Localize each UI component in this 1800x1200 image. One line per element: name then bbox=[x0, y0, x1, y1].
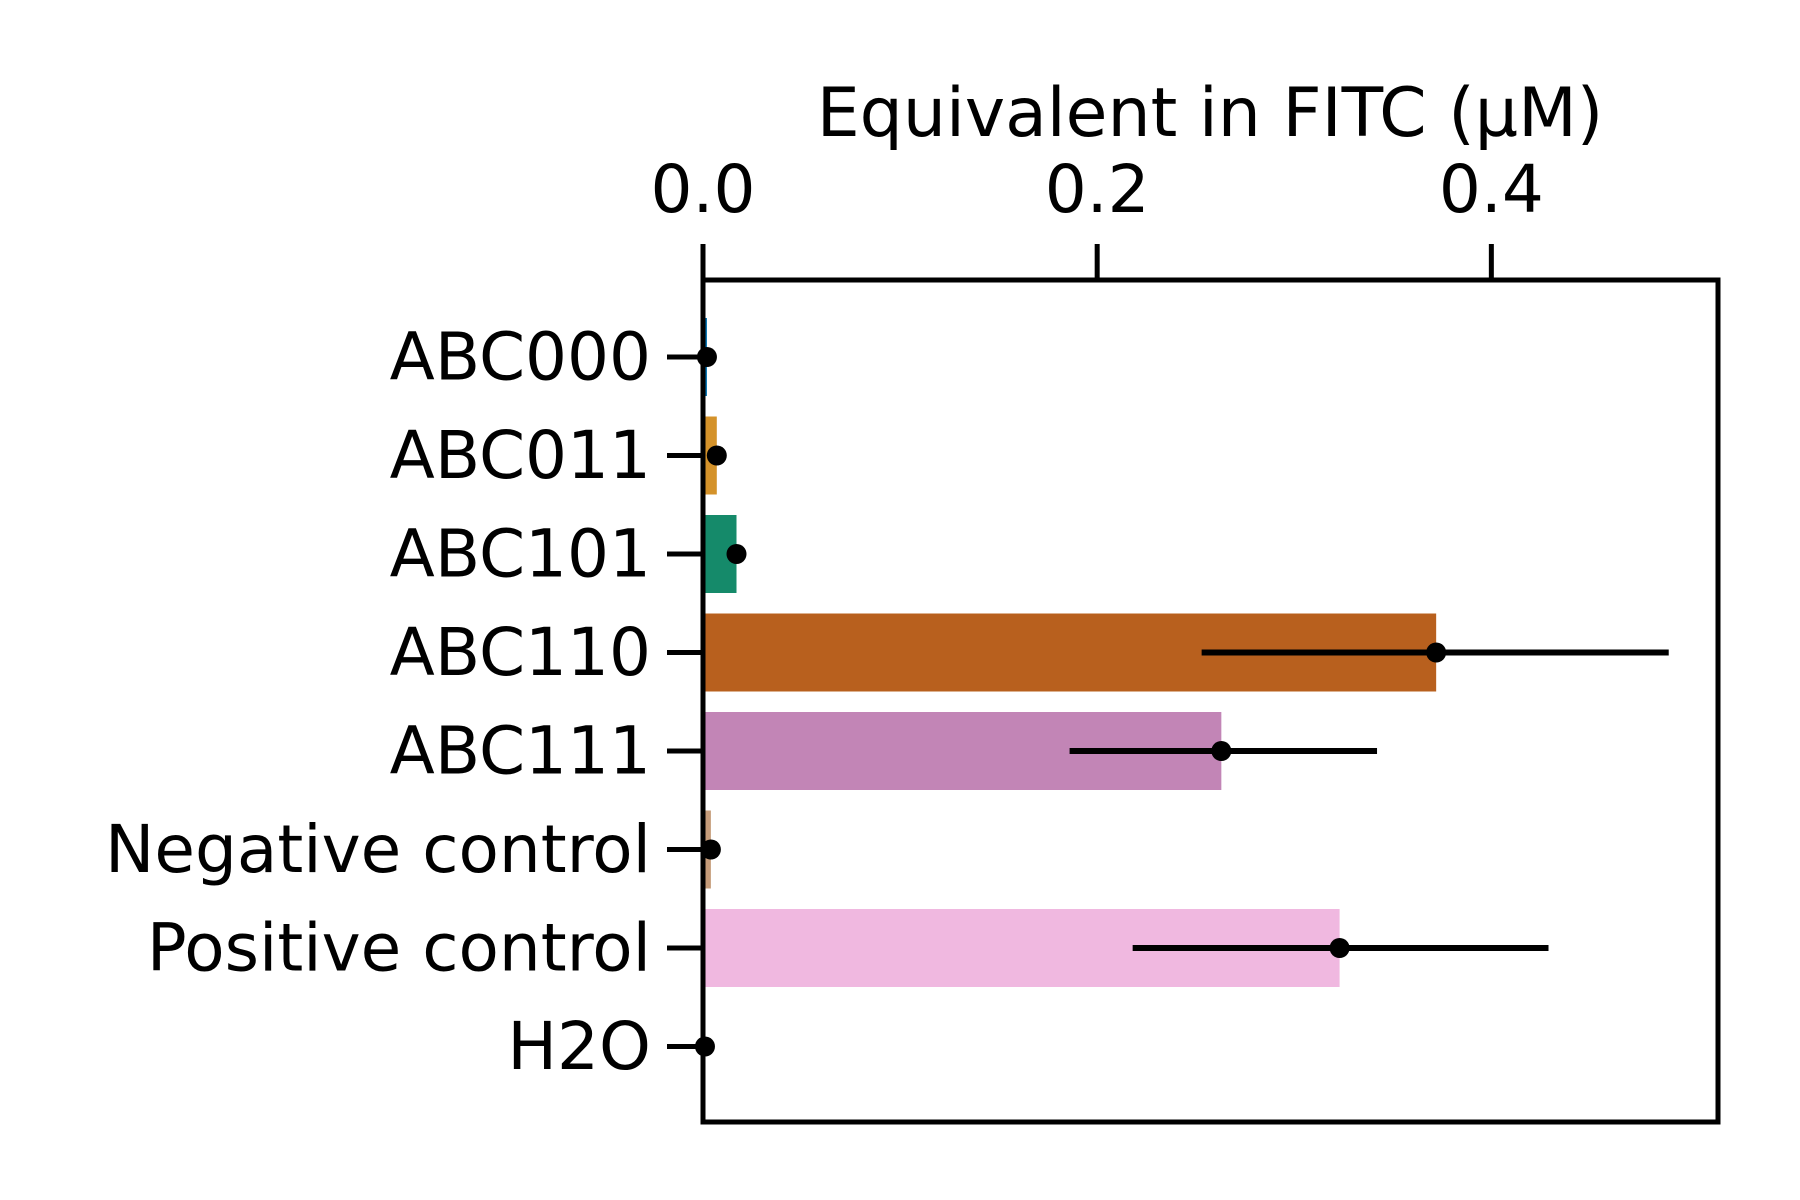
point-positive-control bbox=[1329, 938, 1350, 958]
y-tick-label-abc110: ABC110 bbox=[390, 614, 651, 691]
point-abc110 bbox=[1426, 642, 1447, 663]
y-tick-label-abc000: ABC000 bbox=[390, 319, 651, 396]
bars-layer bbox=[703, 318, 1437, 1086]
x-tick-label-1: 0.2 bbox=[1045, 151, 1150, 228]
x-ticks-layer: 0.0 0.2 0.4 bbox=[651, 151, 1544, 280]
x-axis-label: Equivalent in FITC (µM) bbox=[817, 74, 1604, 153]
point-negative-control bbox=[700, 839, 721, 860]
error-bars-layer bbox=[694, 347, 1669, 1057]
y-tick-label-abc111: ABC111 bbox=[390, 713, 651, 790]
plot-frame bbox=[700, 277, 1721, 1125]
y-tick-label-h2o: H2O bbox=[507, 1008, 651, 1085]
x-tick-label-0: 0.0 bbox=[651, 151, 756, 228]
y-tick-label-abc011: ABC011 bbox=[390, 417, 651, 494]
x-tick-label-2: 0.4 bbox=[1439, 151, 1544, 228]
point-abc111 bbox=[1211, 741, 1232, 761]
point-abc011 bbox=[706, 445, 727, 466]
y-ticks-layer: ABC000 ABC011 ABC101 ABC110 ABC111 Negative c… bbox=[105, 319, 703, 1085]
y-tick-label-positive-control: Positive control bbox=[147, 910, 651, 987]
y-tick-label-abc101: ABC101 bbox=[390, 516, 651, 593]
y-tick-label-negative-control: Negative control bbox=[105, 811, 651, 888]
point-abc101 bbox=[726, 544, 747, 564]
